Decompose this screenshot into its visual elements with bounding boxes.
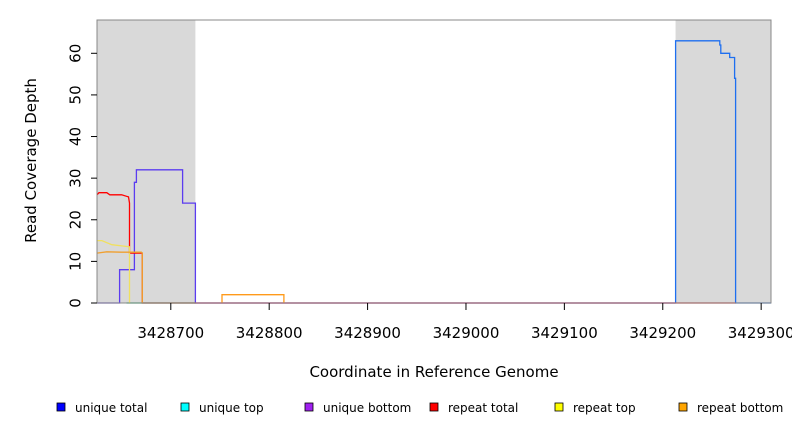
y-tick-label: 60 xyxy=(67,44,85,63)
y-tick-label: 10 xyxy=(67,252,85,271)
legend-label: repeat bottom xyxy=(697,401,783,415)
series-line-repeat-bottom xyxy=(96,251,143,303)
x-tick-label: 3429100 xyxy=(531,324,598,342)
legend-label: repeat total xyxy=(448,401,518,415)
y-tick-label: 0 xyxy=(67,298,85,308)
y-tick-label: 30 xyxy=(67,169,85,188)
legend-label: unique bottom xyxy=(323,401,411,415)
legend-swatch xyxy=(678,402,688,412)
series-line-repeat-bottom xyxy=(221,294,285,303)
legend-swatch xyxy=(56,402,66,412)
shaded-region xyxy=(97,20,196,303)
legend-swatch xyxy=(429,402,439,412)
shaded-regions xyxy=(97,20,771,303)
x-tick-label: 3429200 xyxy=(629,324,696,342)
x-tick-label: 3428800 xyxy=(236,324,303,342)
series-line-unique-total xyxy=(674,40,771,304)
x-tick-label: 3428700 xyxy=(137,324,204,342)
x-axis: 3428700 3428800 3428900 3429000 3429100 34292… xyxy=(137,303,792,342)
y-tick-label: 50 xyxy=(67,85,85,104)
x-tick-label: 3428900 xyxy=(334,324,401,342)
x-axis-title: Coordinate in Reference Genome xyxy=(309,363,558,381)
y-tick-label: 40 xyxy=(67,127,85,146)
legend-swatch xyxy=(554,402,564,412)
x-tick-label: 3429000 xyxy=(433,324,500,342)
legend-label: unique total xyxy=(75,401,147,415)
series-lines xyxy=(96,40,771,304)
legend: unique total unique top unique bottom repea… xyxy=(56,401,783,415)
plot-frame xyxy=(96,19,772,304)
series-line-unique-total xyxy=(97,169,676,304)
series-line-repeat-top xyxy=(97,239,131,303)
legend-label: repeat top xyxy=(573,401,636,415)
y-axis: 0 10 20 30 40 50 60 xyxy=(67,44,97,308)
y-axis-title: Read Coverage Depth xyxy=(22,78,40,243)
legend-label: unique top xyxy=(199,401,264,415)
legend-swatch xyxy=(180,402,190,412)
legend-swatch xyxy=(304,402,314,412)
y-tick-label: 20 xyxy=(67,210,85,229)
x-tick-label: 3429300 xyxy=(728,324,792,342)
shaded-region xyxy=(675,20,771,303)
